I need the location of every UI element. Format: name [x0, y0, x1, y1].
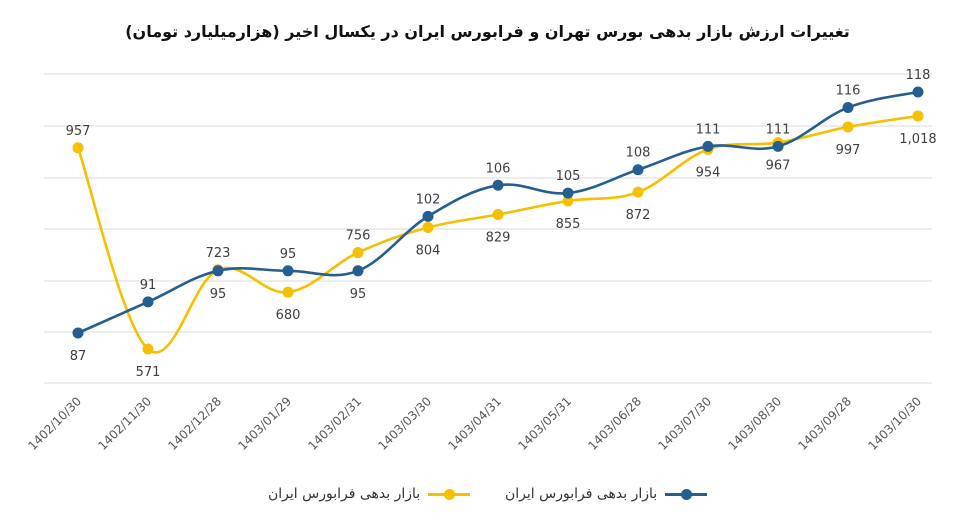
data-label-yellow: 855 [556, 217, 581, 232]
data-label-yellow: 756 [346, 229, 371, 244]
data-label-yellow: 997 [836, 143, 861, 158]
data-point-yellow [72, 142, 84, 154]
data-point-blue [72, 327, 84, 339]
data-point-blue [142, 296, 154, 308]
data-point-yellow [422, 222, 434, 234]
data-label-blue: 106 [486, 161, 511, 176]
x-tick-label: 1403/02/31 [305, 394, 364, 453]
x-tick-label: 1402/11/30 [95, 394, 154, 453]
data-label-yellow: 571 [136, 365, 161, 380]
data-label-blue: 111 [766, 122, 791, 137]
legend-item-blue: بازار بدهی فرابورس ایران [505, 486, 708, 502]
data-label-blue: 116 [836, 84, 861, 99]
data-label-yellow: 957 [66, 124, 91, 139]
data-point-blue [632, 164, 644, 176]
series-line-yellow [76, 114, 919, 354]
x-tick-label: 1403/06/28 [585, 394, 644, 453]
data-point-yellow [282, 286, 294, 298]
x-tick-label: 1403/03/30 [375, 394, 434, 453]
data-point-yellow [632, 186, 644, 198]
data-label-blue: 95 [350, 287, 367, 302]
data-label-yellow: 967 [766, 159, 791, 174]
data-point-blue [212, 265, 224, 277]
data-label-yellow: 723 [206, 246, 231, 261]
data-point-blue [772, 140, 784, 152]
data-label-blue: 102 [416, 192, 441, 207]
data-label-blue: 95 [210, 287, 227, 302]
x-tick-label: 1403/08/30 [725, 394, 784, 453]
data-label-blue: 91 [140, 278, 157, 293]
data-point-blue [702, 140, 714, 152]
data-point-blue [492, 179, 504, 191]
chart-title: تغییرات ارزش بازار بدهی بورس تهران و فرا… [125, 22, 850, 41]
data-point-blue [422, 210, 434, 222]
x-tick-label: 1403/01/29 [235, 394, 294, 453]
x-tick-label: 1402/12/28 [165, 394, 224, 453]
data-point-blue [912, 86, 924, 98]
data-label-blue: 87 [70, 349, 87, 364]
data-label-blue: 108 [626, 146, 651, 161]
data-point-yellow [142, 343, 154, 355]
data-point-blue [562, 187, 574, 199]
data-point-yellow [492, 209, 504, 221]
data-label-yellow: 804 [416, 244, 441, 259]
data-point-yellow [912, 110, 924, 122]
data-point-blue [842, 102, 854, 114]
data-label-yellow: 872 [626, 208, 651, 223]
x-tick-label: 1403/07/30 [655, 394, 714, 453]
data-point-blue [282, 265, 294, 277]
data-point-yellow [352, 247, 364, 259]
x-tick-label: 1403/05/31 [515, 394, 574, 453]
x-tick-label: 1403/04/31 [445, 394, 504, 453]
data-label-yellow: 1,018 [899, 132, 936, 147]
x-tick-label: 1402/10/30 [25, 394, 84, 453]
data-label-yellow: 954 [696, 165, 721, 180]
legend-label-yellow: بازار بدهی فرابورس ایران [268, 486, 421, 502]
data-point-blue [352, 265, 364, 277]
legend-marker-blue [665, 487, 708, 501]
x-tick-label: 1403/10/30 [865, 394, 924, 453]
data-point-yellow [842, 121, 854, 133]
data-label-blue: 118 [906, 68, 931, 83]
data-label-yellow: 680 [276, 308, 301, 323]
legend-label-blue: بازار بدهی فرابورس ایران [505, 486, 658, 502]
data-label-blue: 111 [696, 122, 721, 137]
legend: بازار بدهی فرابورس ایران بازار بدهی فراب… [0, 486, 975, 514]
data-label-blue: 95 [280, 247, 297, 262]
data-label-yellow: 829 [486, 231, 511, 246]
data-label-blue: 105 [556, 169, 581, 184]
x-tick-label: 1403/09/28 [795, 394, 854, 453]
legend-item-yellow: بازار بدهی فرابورس ایران [268, 486, 471, 502]
legend-marker-yellow [428, 487, 471, 501]
data-point-yellow [562, 195, 574, 207]
